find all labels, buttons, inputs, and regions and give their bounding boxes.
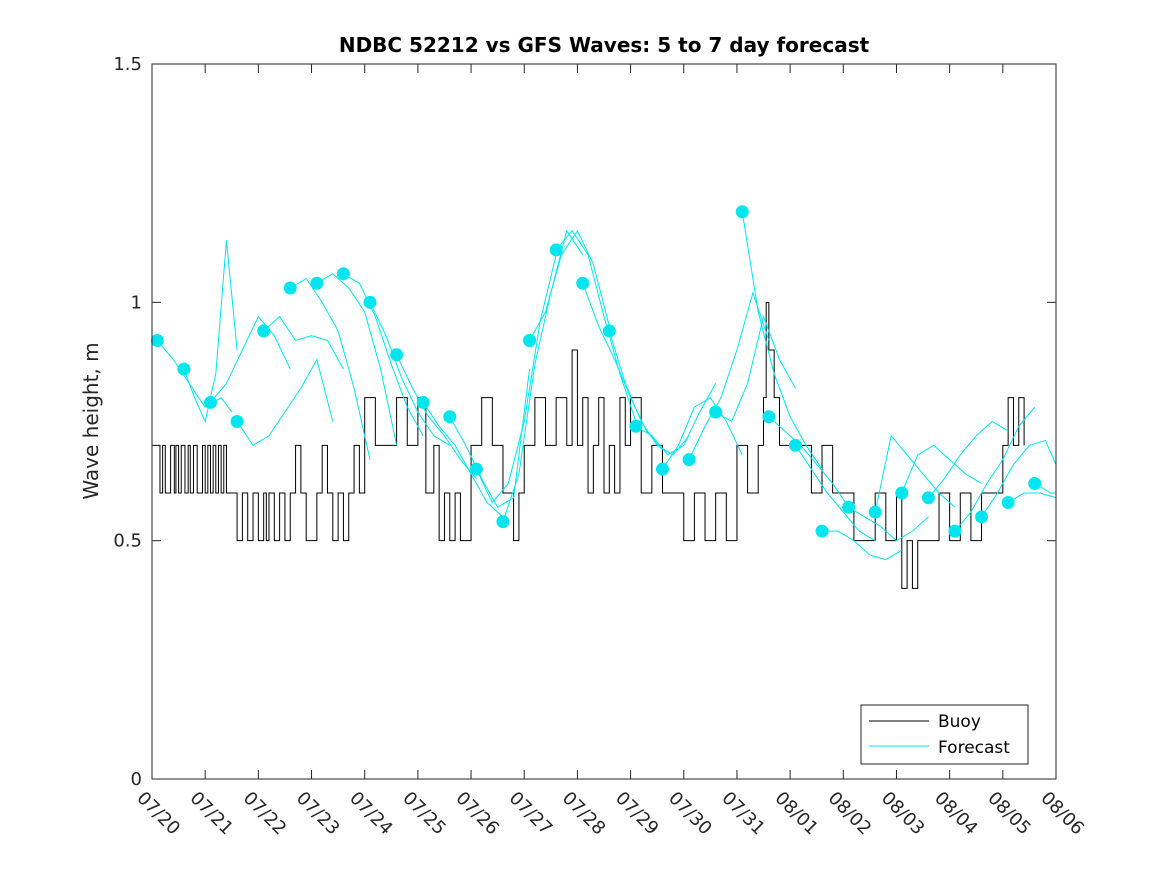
forecast-series-line-2 [210, 315, 291, 403]
forecast-marker [363, 295, 377, 309]
y-axis-label: Wave height, m [79, 342, 103, 499]
forecast-marker [390, 348, 404, 362]
forecast-series-line-24 [795, 445, 876, 542]
forecast-marker [629, 419, 643, 433]
forecast-marker [549, 243, 563, 257]
forecast-series-line-7 [343, 273, 424, 437]
forecast-marker [336, 267, 350, 281]
forecast-series-line-20 [688, 291, 770, 460]
forecast-series-line-12 [475, 254, 557, 504]
forecast-series-line-22 [741, 211, 823, 470]
plot-area [150, 205, 1057, 589]
forecast-marker [682, 453, 696, 467]
forecast-marker [895, 486, 909, 500]
x-tick-label: 07/24 [345, 788, 397, 840]
forecast-series-line-5 [290, 277, 371, 460]
x-tick-label: 08/03 [877, 788, 929, 840]
forecast-marker [788, 438, 802, 452]
forecast-series-line-10 [422, 402, 504, 518]
y-tick-label: 0 [131, 769, 142, 790]
forecast-series-line-15 [555, 230, 637, 422]
x-tick-label: 07/21 [186, 788, 238, 840]
forecast-marker [523, 333, 537, 347]
forecast-series-line-23 [768, 416, 850, 508]
forecast-marker [1028, 476, 1042, 490]
legend: Buoy Forecast [860, 704, 1029, 765]
forecast-series-line-28 [901, 444, 982, 494]
forecast-marker [150, 333, 164, 347]
x-tick-label: 08/05 [983, 788, 1035, 840]
forecast-marker [735, 205, 749, 219]
forecast-series-line-32 [1007, 492, 1057, 503]
forecast-marker [469, 462, 483, 476]
legend-label-forecast: Forecast [938, 738, 1010, 758]
chart-title: NDBC 52212 vs GFS Waves: 5 to 7 day fore… [339, 33, 870, 57]
forecast-series-line-29 [927, 420, 1009, 499]
x-tick-label: 08/02 [824, 788, 876, 840]
forecast-marker [257, 324, 271, 338]
x-tick-label: 07/27 [505, 788, 557, 840]
forecast-marker [815, 524, 829, 538]
forecast-series-line-21 [715, 314, 796, 423]
x-tick-label: 07/29 [611, 788, 663, 840]
x-tick-label: 08/04 [930, 788, 982, 840]
forecast-series-line-17 [608, 330, 690, 456]
y-tick-label: 1 [131, 292, 142, 313]
forecast-marker [177, 362, 191, 376]
buoy-series-line [152, 301, 1025, 589]
x-tick-label: 08/01 [771, 788, 823, 840]
forecast-series-line-31 [981, 439, 1057, 518]
forecast-marker [230, 415, 244, 428]
forecast-series-line-3 [236, 358, 334, 447]
legend-label-buoy: Buoy [938, 712, 981, 732]
forecast-marker [655, 462, 669, 476]
forecast-series-line-19 [662, 396, 743, 470]
x-tick-label: 07/20 [132, 788, 184, 840]
forecast-series-line-9 [396, 354, 477, 480]
forecast-series-line-27 [874, 434, 956, 513]
forecast-marker [602, 324, 616, 338]
forecast-series-line-16 [582, 283, 663, 451]
x-tick-label: 07/22 [239, 788, 291, 840]
forecast-marker [975, 510, 989, 524]
x-tick-label: 07/26 [452, 788, 504, 840]
forecast-marker [868, 505, 882, 519]
forecast-marker [283, 281, 297, 295]
forecast-series-line-6 [316, 273, 398, 446]
y-tick-label: 0.5 [113, 531, 142, 552]
forecast-marker [496, 515, 510, 529]
legend-box [860, 704, 1029, 765]
forecast-series-line-25 [822, 530, 903, 561]
forecast-marker [203, 395, 217, 409]
forecast-series-line-4 [263, 315, 344, 370]
x-tick-label: 07/30 [664, 788, 716, 840]
axes-box [151, 63, 1057, 780]
x-tick-label: 07/28 [558, 788, 610, 840]
forecast-series-line-0 [156, 340, 233, 413]
forecast-series-line-13 [502, 229, 584, 522]
x-tick-label: 08/06 [1036, 788, 1088, 840]
forecast-marker [1001, 496, 1015, 510]
forecast-marker [576, 276, 590, 290]
forecast-series-line-8 [369, 302, 451, 446]
forecast-marker [948, 524, 962, 538]
forecast-marker [709, 405, 723, 419]
forecast-marker [443, 410, 457, 424]
x-tick-label: 07/23 [292, 788, 344, 840]
forecast-marker [762, 410, 776, 424]
forecast-marker [416, 395, 430, 409]
x-tick-label: 07/25 [398, 788, 450, 840]
forecast-series-line-11 [449, 369, 531, 508]
y-tick-label: 1.5 [113, 54, 142, 75]
forecast-series-line-1 [183, 240, 238, 424]
forecast-series-line-26 [848, 506, 929, 542]
forecast-series-line-30 [954, 406, 1036, 532]
forecast-series-line-18 [635, 383, 717, 456]
forecast-series-line-14 [529, 229, 610, 341]
forecast-marker [921, 491, 935, 505]
forecast-marker [310, 276, 324, 290]
forecast-marker [842, 500, 856, 514]
x-tick-label: 07/31 [717, 788, 769, 840]
